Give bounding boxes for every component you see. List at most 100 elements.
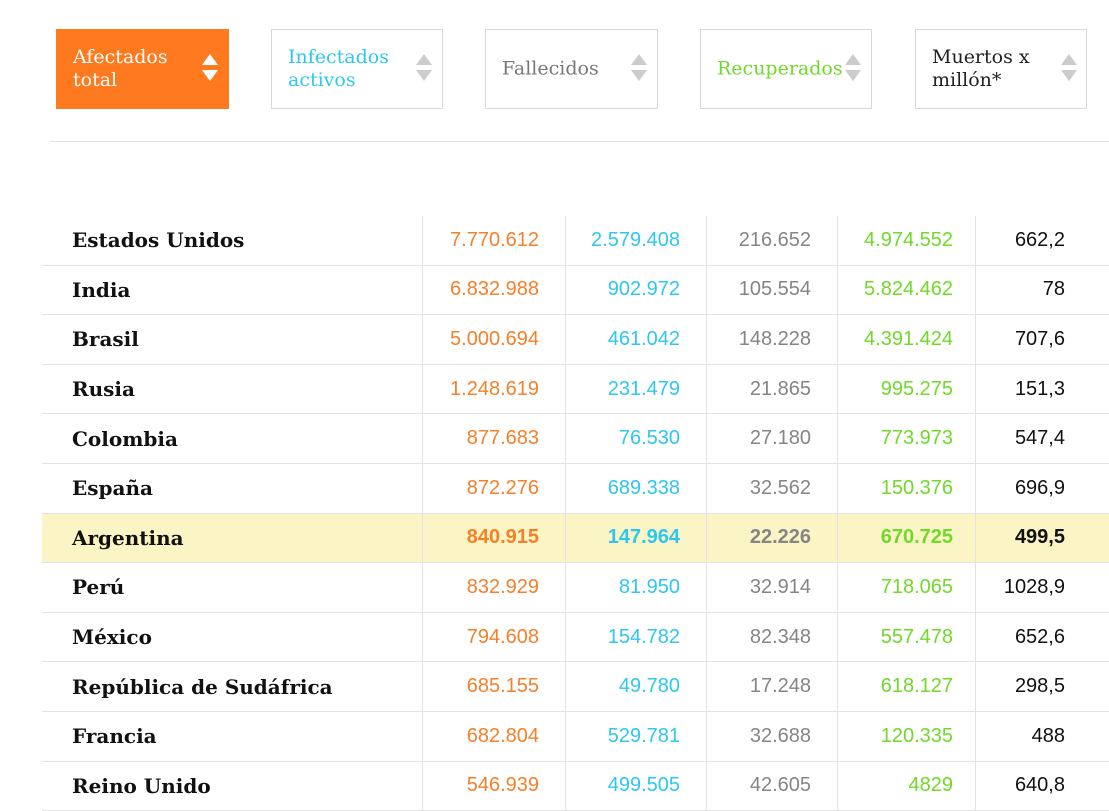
country-name: Francia bbox=[72, 724, 157, 749]
country-name: República de Sudáfrica bbox=[72, 674, 333, 699]
total-cases: 6.832.988 bbox=[422, 265, 565, 315]
recovered: 120.335 bbox=[837, 711, 975, 761]
deaths: 32.562 bbox=[706, 463, 837, 513]
deaths: 216.652 bbox=[706, 216, 837, 265]
deaths: 32.914 bbox=[706, 563, 837, 612]
total-cases: 877.683 bbox=[422, 414, 565, 463]
active-cases: 461.042 bbox=[565, 315, 706, 364]
sort-button-dead[interactable]: Fallecidos bbox=[485, 29, 658, 109]
country-name: Estados Unidos bbox=[72, 228, 245, 253]
total-cases: 5.000.694 bbox=[422, 315, 565, 364]
table-row: Colombia 877.683 76.530 27.180 773.973 547,4 bbox=[42, 414, 1109, 464]
sort-button-label: Afectados total bbox=[73, 46, 168, 91]
total-cases: 872.276 bbox=[422, 463, 565, 513]
recovered: 4.974.552 bbox=[837, 216, 975, 265]
deaths-per-million: 696,9 bbox=[975, 463, 1109, 513]
table-row: India 6.832.988 902.972 105.554 5.824.462 78 bbox=[42, 265, 1109, 316]
country-name: India bbox=[72, 277, 131, 302]
deaths-per-million: 298,5 bbox=[975, 662, 1109, 711]
recovered: 557.478 bbox=[837, 612, 975, 662]
recovered: 618.127 bbox=[837, 662, 975, 711]
total-cases: 1.248.619 bbox=[422, 364, 565, 414]
recovered: 995.275 bbox=[837, 364, 975, 414]
table-row: México 794.608 154.782 82.348 557.478 652,6 bbox=[42, 612, 1109, 663]
deaths-per-million: 547,4 bbox=[975, 414, 1109, 463]
table-row: República de Sudáfrica 685.155 49.780 17.24… bbox=[42, 662, 1109, 712]
active-cases: 147.964 bbox=[565, 513, 706, 563]
deaths-per-million: 499,5 bbox=[975, 513, 1109, 563]
country-name: Perú bbox=[72, 575, 125, 600]
table-row: Reino Unido 546.939 499.505 42.605 4829 640,8 bbox=[42, 761, 1109, 811]
active-cases: 154.782 bbox=[565, 612, 706, 662]
sort-arrows-icon bbox=[845, 54, 861, 84]
country-name: Colombia bbox=[72, 426, 178, 451]
total-cases: 682.804 bbox=[422, 711, 565, 761]
deaths: 21.865 bbox=[706, 364, 837, 414]
deaths-per-million: 707,6 bbox=[975, 315, 1109, 364]
recovered: 4.391.424 bbox=[837, 315, 975, 364]
active-cases: 529.781 bbox=[565, 711, 706, 761]
sort-button-recovered[interactable]: Recuperados bbox=[700, 29, 872, 109]
divider bbox=[50, 141, 1109, 142]
total-cases: 546.939 bbox=[422, 761, 565, 811]
deaths-per-million: 662,2 bbox=[975, 216, 1109, 265]
sort-button-mpm[interactable]: Muertos x millón* bbox=[915, 29, 1087, 109]
total-cases: 794.608 bbox=[422, 612, 565, 662]
sort-bar: Afectados total Infectados activos Falle… bbox=[0, 0, 1109, 142]
sort-arrows-icon bbox=[1061, 54, 1077, 84]
deaths: 32.688 bbox=[706, 711, 837, 761]
deaths-per-million: 640,8 bbox=[975, 761, 1109, 811]
recovered: 150.376 bbox=[837, 463, 975, 513]
country-name: Argentina bbox=[72, 525, 184, 550]
active-cases: 81.950 bbox=[565, 563, 706, 612]
deaths: 17.248 bbox=[706, 662, 837, 711]
deaths: 148.228 bbox=[706, 315, 837, 364]
table-row: Brasil 5.000.694 461.042 148.228 4.391.424 70… bbox=[42, 315, 1109, 365]
data-table: Estados Unidos 7.770.612 2.579.408 216.652 4… bbox=[42, 216, 1109, 811]
sort-arrows-icon bbox=[416, 54, 432, 84]
sort-button-label: Infectados activos bbox=[288, 46, 389, 91]
sort-button-label: Fallecidos bbox=[502, 57, 599, 80]
active-cases: 231.479 bbox=[565, 364, 706, 414]
deaths-per-million: 488 bbox=[975, 711, 1109, 761]
sort-arrows-icon bbox=[202, 54, 218, 84]
table-row: España 872.276 689.338 32.562 150.376 696,9 bbox=[42, 463, 1109, 514]
deaths-per-million: 151,3 bbox=[975, 364, 1109, 414]
deaths: 82.348 bbox=[706, 612, 837, 662]
active-cases: 49.780 bbox=[565, 662, 706, 711]
country-name: Brasil bbox=[72, 327, 139, 352]
deaths-per-million: 1028,9 bbox=[975, 563, 1109, 612]
table-row: Francia 682.804 529.781 32.688 120.335 488 bbox=[42, 711, 1109, 762]
recovered: 718.065 bbox=[837, 563, 975, 612]
total-cases: 7.770.612 bbox=[422, 216, 565, 265]
active-cases: 76.530 bbox=[565, 414, 706, 463]
deaths-per-million: 652,6 bbox=[975, 612, 1109, 662]
deaths: 22.226 bbox=[706, 513, 837, 563]
table-row: Estados Unidos 7.770.612 2.579.408 216.652 4… bbox=[42, 216, 1109, 266]
active-cases: 902.972 bbox=[565, 265, 706, 315]
recovered: 670.725 bbox=[837, 513, 975, 563]
country-name: España bbox=[72, 476, 153, 501]
active-cases: 2.579.408 bbox=[565, 216, 706, 265]
table-row: Rusia 1.248.619 231.479 21.865 995.275 151,3 bbox=[42, 364, 1109, 415]
sort-button-label: Muertos x millón* bbox=[932, 46, 1030, 91]
active-cases: 499.505 bbox=[565, 761, 706, 811]
sort-button-label: Recuperados bbox=[717, 57, 843, 80]
total-cases: 685.155 bbox=[422, 662, 565, 711]
table-row: Argentina 840.915 147.964 22.226 670.725 499,… bbox=[42, 513, 1109, 564]
country-name: Reino Unido bbox=[72, 773, 211, 798]
country-name: México bbox=[72, 625, 152, 650]
deaths-per-million: 78 bbox=[975, 265, 1109, 315]
sort-arrows-icon bbox=[631, 54, 647, 84]
deaths: 42.605 bbox=[706, 761, 837, 811]
active-cases: 689.338 bbox=[565, 463, 706, 513]
total-cases: 832.929 bbox=[422, 563, 565, 612]
recovered: 5.824.462 bbox=[837, 265, 975, 315]
deaths: 105.554 bbox=[706, 265, 837, 315]
recovered: 773.973 bbox=[837, 414, 975, 463]
total-cases: 840.915 bbox=[422, 513, 565, 563]
table-row: Perú 832.929 81.950 32.914 718.065 1028,9 bbox=[42, 563, 1109, 613]
sort-button-total[interactable]: Afectados total bbox=[56, 29, 229, 109]
recovered: 4829 bbox=[837, 761, 975, 811]
sort-button-active[interactable]: Infectados activos bbox=[271, 29, 443, 109]
